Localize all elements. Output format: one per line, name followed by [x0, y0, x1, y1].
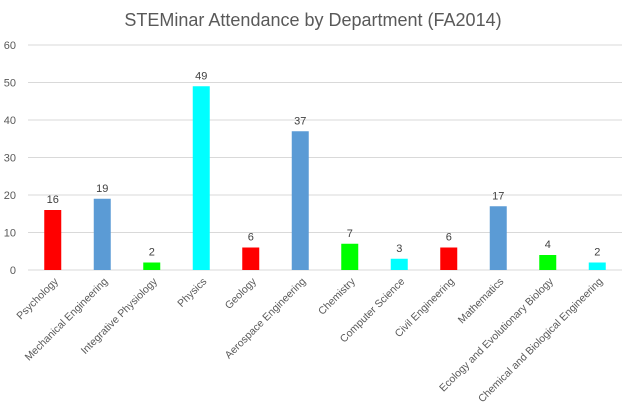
y-tick-label-30: 30 — [4, 153, 16, 165]
data-label-5: 37 — [294, 115, 306, 127]
y-tick-label-20: 20 — [4, 190, 16, 202]
bar-chemical-and-biological-engineering — [588, 262, 606, 270]
x-tick-label-1: Mechanical Engineering — [23, 276, 111, 364]
bar-aerospace-engineering — [291, 131, 309, 270]
bar-geology — [242, 247, 260, 270]
bar-chemistry — [341, 243, 359, 270]
y-tick-label-10: 10 — [4, 228, 16, 240]
data-label-6: 7 — [347, 228, 353, 240]
data-label-9: 17 — [492, 190, 504, 202]
x-tick-label-6: Chemistry — [316, 275, 358, 317]
x-tick-label-5: Aerospace Engineering — [223, 276, 309, 362]
x-tick-label-3: Physics — [175, 276, 209, 310]
data-labels: 16 19 2 49 6 37 7 3 6 17 4 2 — [47, 70, 601, 258]
gridlines — [28, 44, 622, 271]
bars — [44, 86, 606, 270]
bar-civil-engineering — [440, 247, 458, 270]
bar-physics — [192, 86, 210, 270]
bar-computer-science — [390, 258, 408, 270]
x-tick-label-4: Geology — [223, 275, 260, 312]
data-label-8: 6 — [446, 232, 452, 244]
data-label-4: 6 — [248, 232, 254, 244]
y-tick-label-60: 60 — [4, 40, 16, 52]
bar-mechanical-engineering — [93, 198, 111, 270]
data-label-0: 16 — [47, 194, 59, 206]
bar-integrative-physiology — [143, 262, 161, 270]
data-label-3: 49 — [195, 70, 207, 82]
data-label-10: 4 — [545, 239, 551, 251]
bar-psychology — [44, 210, 62, 270]
x-tick-label-0: Psychology — [14, 275, 61, 322]
data-label-2: 2 — [149, 247, 155, 259]
y-tick-label-0: 0 — [10, 265, 16, 277]
bar-ecology-and-evolutionary-biology — [539, 255, 557, 270]
y-tick-label-50: 50 — [4, 78, 16, 90]
data-label-7: 3 — [396, 243, 402, 255]
data-label-1: 19 — [96, 183, 108, 195]
chart-title: STEMinar Attendance by Department (FA201… — [124, 10, 502, 30]
x-tick-label-9: Mathematics — [456, 276, 507, 327]
data-label-11: 2 — [594, 247, 600, 259]
y-axis-ticks: 0 10 20 30 40 50 60 — [4, 40, 16, 277]
y-tick-label-40: 40 — [4, 115, 16, 127]
bar-mathematics — [489, 206, 507, 270]
